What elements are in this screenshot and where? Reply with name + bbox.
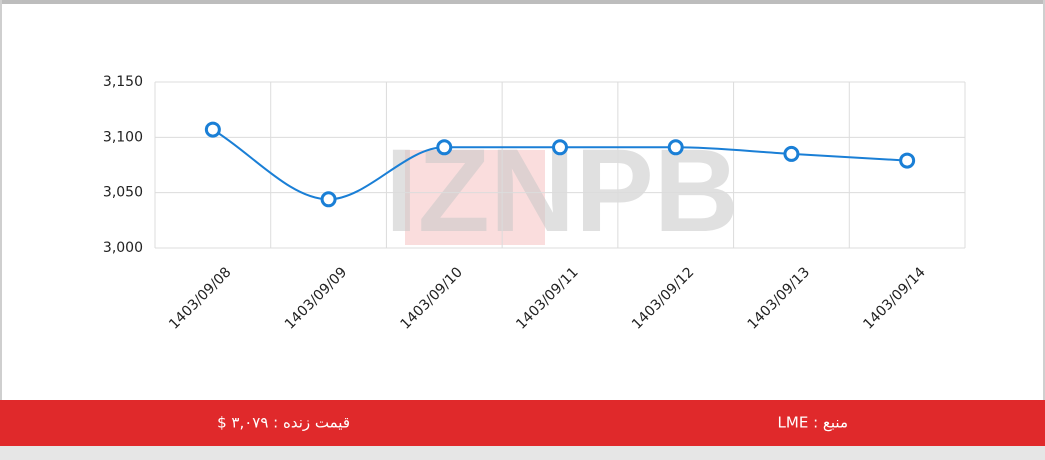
point — [552, 139, 568, 156]
left-border — [0, 0, 2, 460]
y-tick-label: 3,050 — [103, 185, 143, 201]
source: منبع : LME — [778, 414, 848, 432]
point — [436, 139, 453, 156]
point — [667, 139, 684, 156]
top-border — [0, 0, 1045, 4]
point — [783, 145, 800, 162]
y-tick-label: 3,000 — [103, 240, 143, 256]
y-tick-label: 3,150 — [103, 74, 143, 90]
point — [320, 191, 337, 208]
footer-bar — [0, 400, 1045, 446]
live-price: قیمت زنده : ۳,۰۷۹ $ — [217, 414, 350, 432]
y-tick-label: 3,100 — [103, 129, 143, 145]
right-border — [1043, 0, 1045, 460]
point — [204, 121, 221, 138]
bottom-strip — [0, 446, 1045, 460]
point — [899, 152, 916, 169]
watermark-accent — [405, 150, 545, 245]
